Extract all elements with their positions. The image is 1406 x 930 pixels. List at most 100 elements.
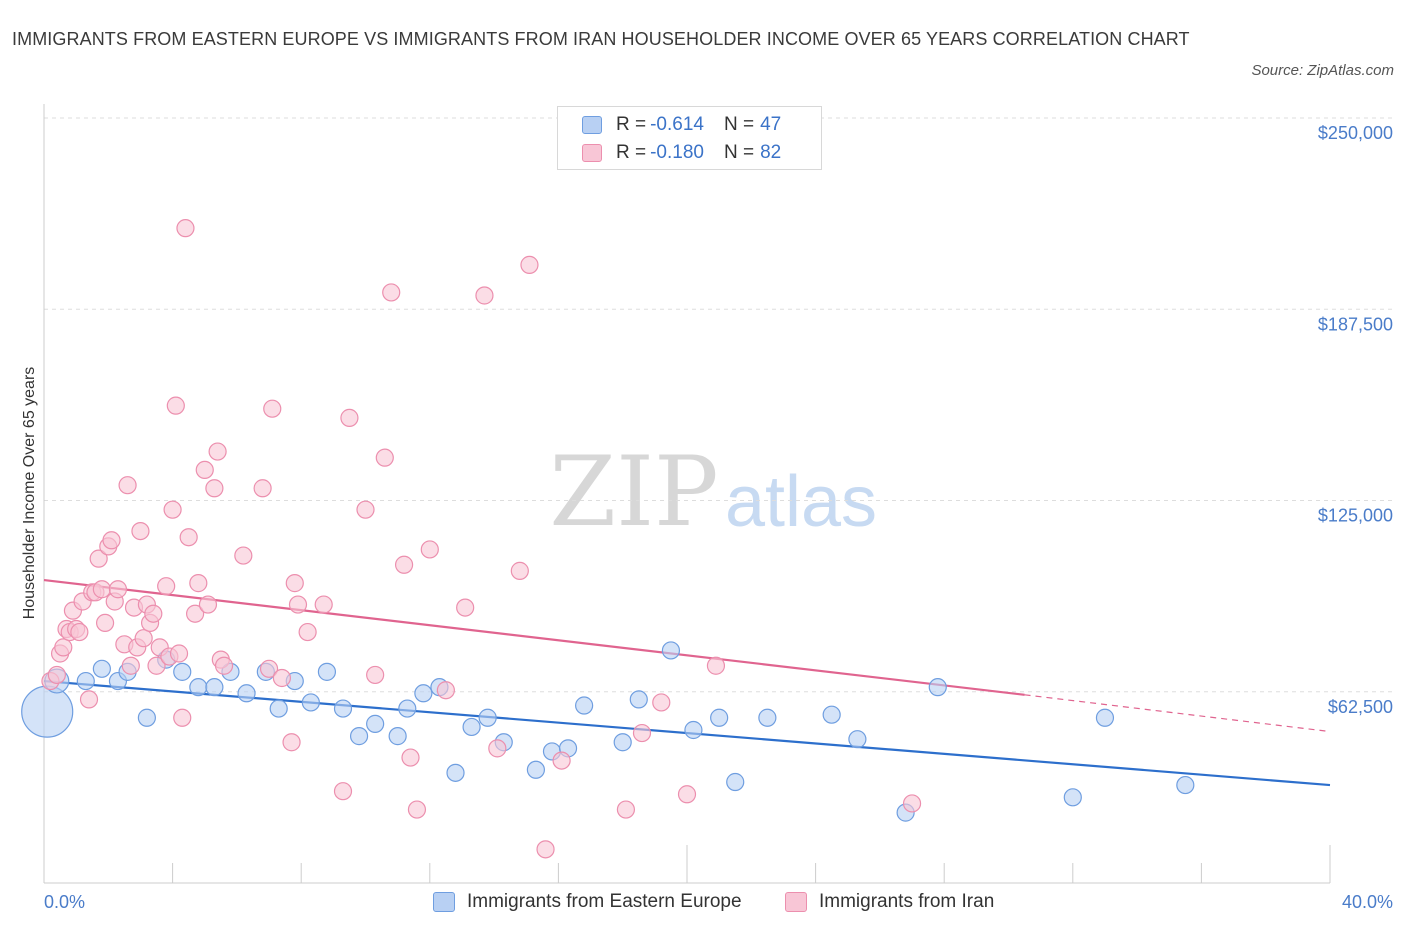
pink-data-point [456, 598, 475, 617]
pink-data-point [89, 549, 108, 568]
y-tick-label: $62,500 [1328, 697, 1393, 717]
pink-data-point [147, 656, 166, 675]
pink-data-point [298, 622, 317, 642]
pink-data-point [356, 500, 375, 519]
legend-n-label: N = [723, 142, 755, 163]
blue-data-point [414, 684, 433, 703]
pink-data-point [189, 574, 208, 593]
trend-lines [43, 578, 1331, 787]
blue-data-point [301, 693, 320, 712]
blue-data-point [237, 684, 256, 703]
legend-swatch-pink [582, 144, 602, 162]
axes [43, 104, 1331, 884]
blue-data-point [478, 708, 497, 727]
blue-data-point [848, 730, 867, 749]
blue-data-point [317, 662, 337, 681]
legend-label-eastern-europe: Immigrants from Eastern Europe [467, 891, 742, 912]
pink-data-point [253, 479, 272, 498]
blue-data-point [388, 727, 407, 746]
chart-title: IMMIGRANTS FROM EASTERN EUROPE VS IMMIGR… [12, 29, 1190, 49]
blue-data-point [269, 699, 288, 718]
data-points [21, 219, 1195, 859]
blue-data-point [333, 699, 353, 718]
stats-legend: R = -0.614 N = 47 R = -0.180 N = 82 [557, 106, 822, 170]
blue-data-point [366, 714, 385, 733]
pink-data-point [272, 668, 292, 688]
blue-data-point [726, 772, 745, 792]
blue-data-point [575, 696, 594, 715]
pink-data-point [263, 399, 282, 418]
pink-data-point [214, 656, 234, 675]
legend-r-label: R = [616, 142, 647, 163]
legend-r-value: -0.180 [650, 142, 704, 163]
pink-data-point [144, 604, 163, 623]
watermark-atlas: atlas [725, 462, 877, 542]
y-tick-label: $250,000 [1318, 123, 1393, 143]
pink-data-point [488, 739, 507, 758]
pink-data-point [169, 644, 189, 663]
blue-data-point [349, 727, 369, 746]
pink-data-point [118, 476, 137, 495]
blue-data-point [822, 705, 841, 724]
pink-data-point [205, 479, 224, 498]
pink-data-point [195, 460, 214, 479]
blue-data-point [613, 733, 632, 752]
legend-row-pink: R = -0.180 N = 82 [582, 141, 781, 165]
pink-data-point [536, 840, 555, 859]
blue-data-point [710, 708, 729, 727]
pink-data-point [95, 613, 115, 633]
blue-data-point [21, 685, 74, 738]
legend-r-value: -0.614 [650, 114, 704, 135]
x-tick-right: 40.0% [1342, 892, 1393, 912]
pink-data-point [706, 656, 726, 675]
legend-swatch-blue [433, 892, 455, 912]
pink-data-point [401, 748, 420, 767]
pink-trend-extension [1024, 694, 1331, 733]
pink-data-point [108, 580, 128, 599]
legend-item-eastern-europe: Immigrants from Eastern Europe [433, 889, 742, 915]
blue-data-point [758, 708, 777, 727]
blue-data-point [661, 641, 681, 660]
watermark-zip: ZIP [549, 436, 718, 548]
legend-n-value: 82 [760, 142, 782, 163]
blue-data-point [446, 763, 465, 782]
legend-n-label: N = [723, 114, 755, 135]
pink-data-point [420, 540, 439, 559]
pink-data-point [92, 580, 111, 599]
pink-data-point [436, 681, 455, 700]
y-tick-labels: $250,000 $187,500 $125,000 $62,500 [1318, 123, 1393, 717]
pink-data-point [333, 782, 353, 801]
pink-data-point [54, 638, 73, 657]
y-tick-label: $125,000 [1318, 506, 1393, 526]
pink-data-point [407, 800, 427, 819]
y-tick-label: $187,500 [1318, 314, 1393, 334]
blue-data-point [1095, 708, 1115, 727]
blue-data-point [629, 690, 648, 709]
pink-data-point [134, 629, 153, 648]
pink-data-point [366, 665, 385, 685]
blue-data-point [928, 678, 947, 697]
blue-data-point [462, 717, 481, 737]
pink-data-point [208, 442, 227, 461]
pink-data-point [234, 546, 253, 565]
pink-data-point [677, 785, 697, 804]
pink-data-point [340, 408, 359, 427]
pink-data-point [173, 708, 192, 727]
pink-data-point [186, 604, 205, 623]
blue-data-point [1176, 775, 1195, 795]
pink-data-point [394, 555, 414, 574]
y-axis-label: Householder Income Over 65 years [21, 367, 38, 620]
pink-data-point [259, 659, 279, 678]
pink-data-point [79, 690, 99, 709]
pink-data-point [632, 723, 652, 743]
pink-data-point [157, 577, 176, 596]
zipatlas-watermark: ZIP atlas [549, 436, 877, 548]
pink-data-point [375, 448, 394, 467]
grid-lines [44, 117, 1393, 693]
pink-data-point [616, 800, 636, 819]
x-tick-left: 0.0% [44, 892, 85, 912]
pink-data-point [288, 595, 308, 614]
blue-data-point [684, 720, 703, 740]
pink-data-point [166, 396, 185, 415]
